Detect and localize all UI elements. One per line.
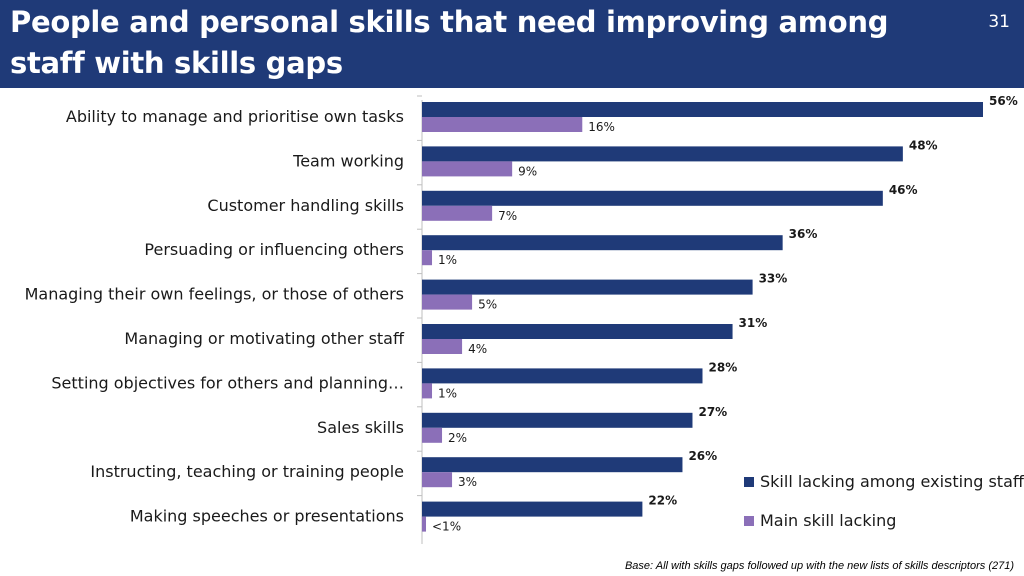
data-label-main-skill: 4%	[468, 342, 487, 356]
data-label-main-skill: 1%	[438, 253, 457, 267]
category-label: Managing their own feelings, or those of…	[25, 285, 404, 304]
category-label: Making speeches or presentations	[130, 507, 404, 526]
category-label: Team working	[292, 151, 404, 170]
bar-existing-staff	[422, 102, 983, 117]
data-label-main-skill: 9%	[518, 164, 537, 178]
bar-existing-staff	[422, 368, 703, 384]
category-label: Customer handling skills	[207, 196, 404, 215]
data-label-existing-staff: 48%	[909, 138, 938, 152]
bar-existing-staff	[422, 457, 683, 473]
data-label-main-skill: <1%	[432, 520, 461, 534]
data-label-existing-staff: 31%	[739, 316, 768, 330]
bar-existing-staff	[422, 190, 883, 206]
legend-label-existing-staff: Skill lacking among existing staff	[760, 472, 1024, 491]
category-label: Persuading or influencing others	[144, 240, 404, 259]
data-label-existing-staff: 28%	[709, 360, 738, 374]
bar-main-skill	[422, 294, 473, 310]
bar-main-skill	[422, 339, 463, 354]
bar-chart: Ability to manage and prioritise own tas…	[25, 94, 1024, 544]
data-label-main-skill: 2%	[448, 431, 467, 445]
data-label-existing-staff: 46%	[889, 183, 918, 197]
bar-main-skill	[422, 205, 493, 221]
page-number: 31	[988, 12, 1010, 32]
category-label: Ability to manage and prioritise own tas…	[66, 107, 404, 126]
category-label: Managing or motivating other staff	[124, 329, 405, 348]
data-label-existing-staff: 33%	[759, 272, 788, 286]
bar-main-skill	[422, 516, 427, 532]
data-label-main-skill: 5%	[478, 298, 497, 312]
data-label-main-skill: 7%	[498, 209, 517, 223]
page-title: People and personal skills that need imp…	[10, 5, 889, 80]
data-label-existing-staff: 27%	[698, 405, 727, 419]
data-label-existing-staff: 36%	[789, 227, 818, 241]
legend-label-main-skill: Main skill lacking	[760, 511, 896, 530]
category-label: Instructing, teaching or training people	[90, 462, 404, 481]
bar-main-skill	[422, 161, 513, 177]
bar-existing-staff	[422, 412, 693, 428]
footnote: Base: All with skills gaps followed up w…	[624, 560, 1014, 572]
bar-main-skill	[422, 472, 453, 488]
bar-main-skill	[422, 427, 443, 443]
category-label: Sales skills	[317, 418, 404, 437]
bar-main-skill	[422, 117, 583, 132]
bar-main-skill	[422, 383, 433, 399]
data-label-existing-staff: 56%	[989, 94, 1018, 108]
bar-existing-staff	[422, 146, 903, 162]
bar-existing-staff	[422, 501, 643, 517]
legend-swatch-existing-staff	[744, 477, 754, 487]
data-label-main-skill: 16%	[588, 120, 615, 134]
bar-existing-staff	[422, 324, 733, 339]
legend-swatch-main-skill	[744, 516, 754, 526]
category-label: Setting objectives for others and planni…	[51, 373, 404, 392]
bar-existing-staff	[422, 279, 753, 295]
data-label-existing-staff: 22%	[648, 494, 677, 508]
bar-main-skill	[422, 250, 433, 266]
data-label-main-skill: 3%	[458, 475, 477, 489]
data-label-existing-staff: 26%	[688, 449, 717, 463]
bar-existing-staff	[422, 235, 783, 251]
data-label-main-skill: 1%	[438, 386, 457, 400]
header-bar: People and personal skills that need imp…	[0, 0, 1024, 88]
